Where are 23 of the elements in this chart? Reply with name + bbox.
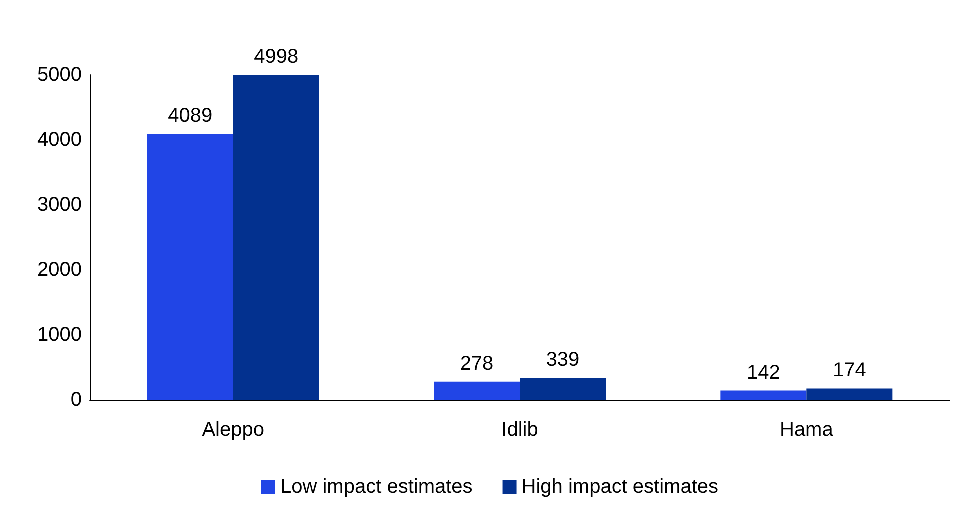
bar bbox=[233, 75, 320, 400]
bar bbox=[720, 390, 807, 400]
bar bbox=[147, 134, 234, 400]
legend-label: Low impact estimates bbox=[280, 476, 473, 498]
data-label: 142 bbox=[746, 362, 780, 384]
data-label: 339 bbox=[546, 348, 580, 371]
data-label: 174 bbox=[832, 360, 866, 382]
bar bbox=[434, 382, 520, 400]
y-tick-label: 4000 bbox=[38, 129, 82, 151]
y-tick-label: 2000 bbox=[38, 259, 82, 281]
y-tick-label: 1000 bbox=[38, 324, 82, 346]
data-label: 4089 bbox=[168, 105, 213, 128]
x-tick-label: Hama bbox=[780, 419, 834, 441]
x-tick-label: Aleppo bbox=[202, 419, 264, 441]
data-label: 278 bbox=[460, 352, 494, 375]
y-tick-label: 0 bbox=[70, 389, 82, 411]
legend-label: High impact estimates bbox=[522, 476, 719, 498]
bar bbox=[806, 388, 893, 400]
y-tick-label: 3000 bbox=[38, 194, 82, 216]
bar bbox=[520, 378, 606, 400]
x-tick-label: Idlib bbox=[502, 419, 538, 441]
data-label: 4998 bbox=[254, 46, 299, 68]
y-tick-label: 5000 bbox=[38, 64, 82, 86]
